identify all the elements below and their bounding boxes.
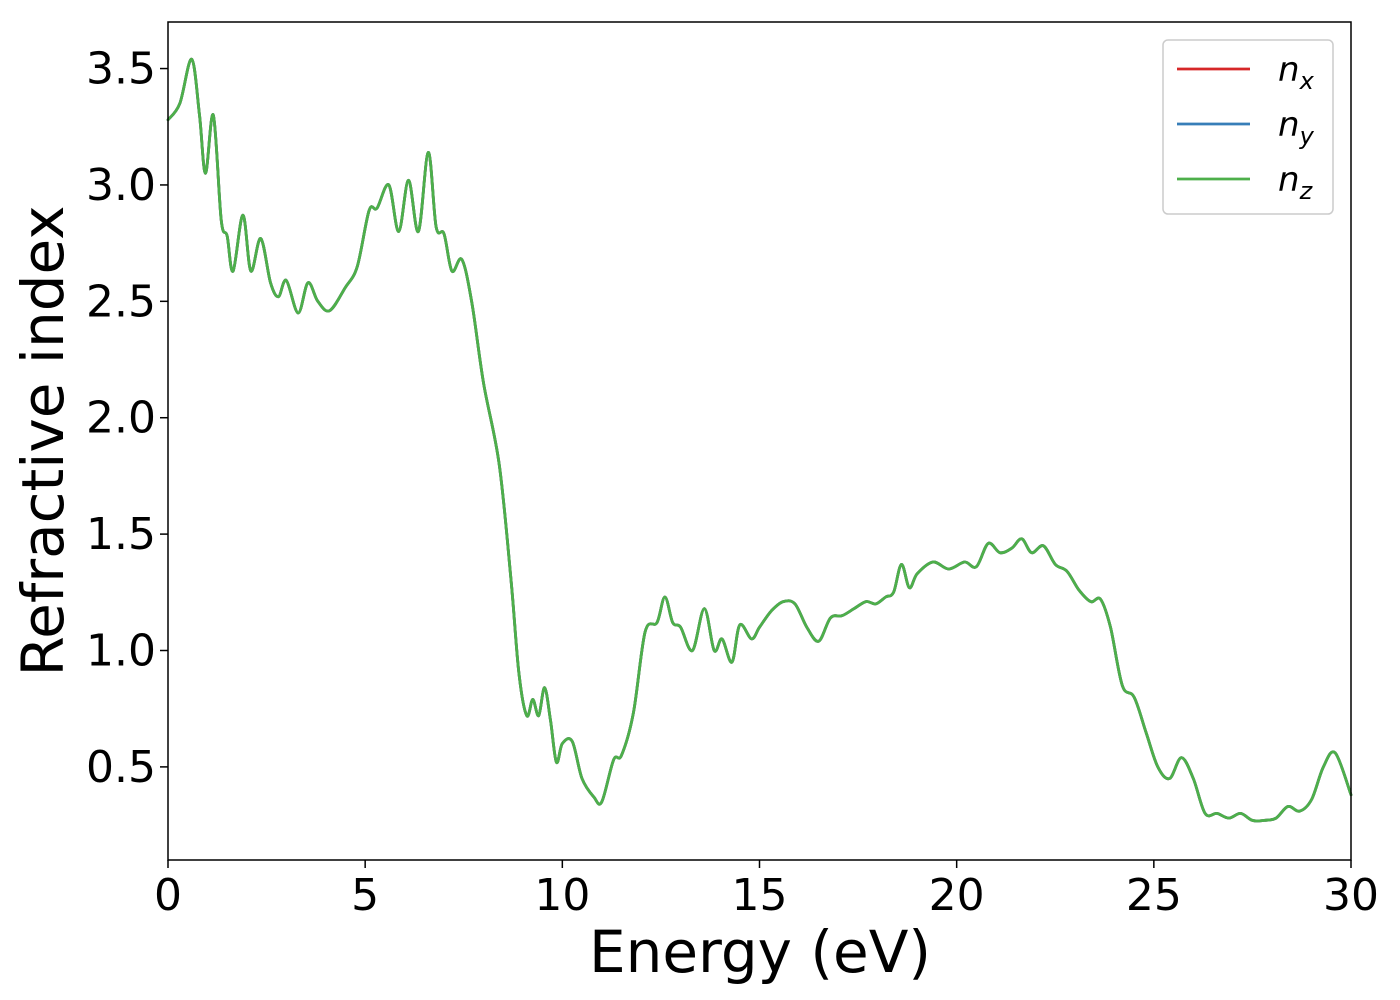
x-tick-label: 5 [351,870,379,921]
legend-label-z: nz [1278,160,1314,205]
y-axis-title: Refractive index [9,205,77,676]
x-tick-label: 0 [154,870,182,921]
legend-label-x: nx [1278,50,1315,95]
y-axis: 0.5 1.0 1.5 2.0 2.5 3.0 3.5 [86,44,168,793]
series-line-z [166,57,1353,823]
y-tick-label: 1.0 [86,626,156,677]
x-tick-label: 25 [1126,870,1182,921]
series-layer [166,57,1353,823]
y-tick-label: 3.5 [86,44,156,95]
x-tick-label: 20 [929,870,985,921]
x-tick-label: 15 [732,870,788,921]
legend-box [1162,39,1334,215]
y-tick-label: 3.0 [86,160,156,211]
y-tick-label: 2.5 [86,276,156,327]
y-tick-label: 2.0 [86,393,156,444]
x-axis-title: Energy (eV) [589,918,931,986]
x-axis: 0 5 10 15 20 25 30 [154,860,1379,921]
x-tick-label: 30 [1323,870,1379,921]
y-tick-label: 1.5 [86,509,156,560]
x-tick-label: 10 [534,870,590,921]
y-tick-label: 0.5 [86,742,156,793]
legend: nx ny nz [1162,39,1334,215]
legend-label-y: ny [1278,105,1315,150]
